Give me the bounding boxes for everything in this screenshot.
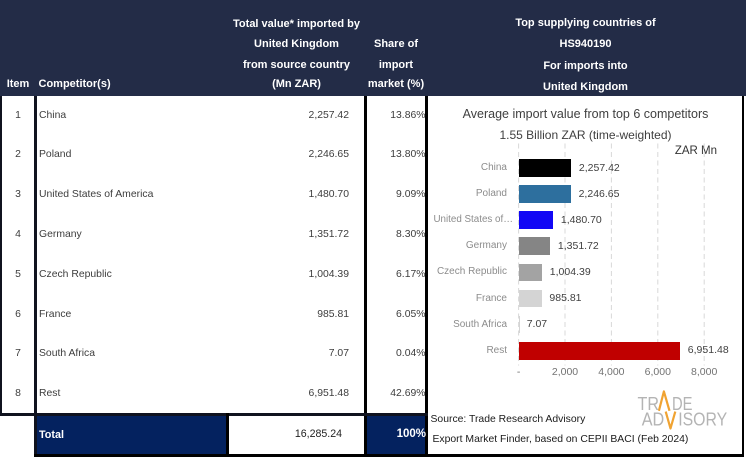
svg-text:AD: AD (642, 408, 665, 429)
svg-text:TR: TR (638, 393, 660, 414)
svg-text:ISORY: ISORY (678, 408, 727, 429)
svg-text:DE: DE (672, 393, 693, 414)
